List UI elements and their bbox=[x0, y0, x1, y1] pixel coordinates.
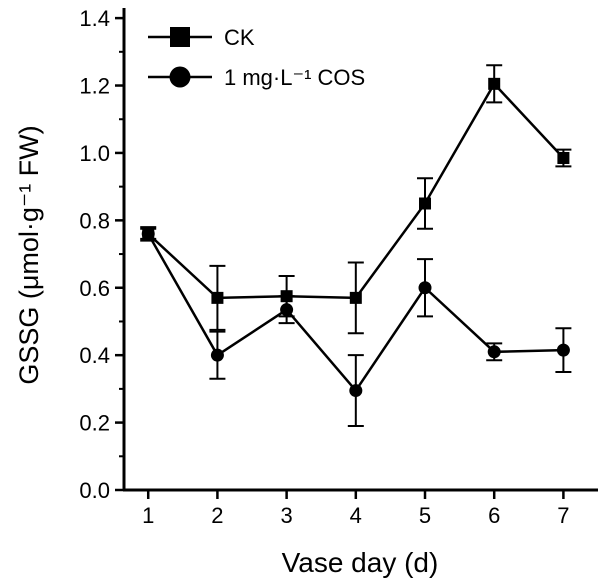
legend-label: CK bbox=[224, 25, 255, 50]
marks bbox=[140, 64, 572, 427]
y-tick-label: 0.6 bbox=[79, 276, 110, 301]
square-marker bbox=[419, 197, 432, 210]
circle-marker bbox=[210, 348, 224, 362]
series-ck bbox=[140, 64, 572, 335]
y-tick-label: 0.4 bbox=[79, 343, 110, 368]
circle-marker bbox=[418, 281, 432, 295]
x-tick-label: 7 bbox=[557, 503, 569, 528]
axes: 0.0 0.2 0.4 0.6 0.8 1.0 1.2 1.4 1 2 3 4 5 6 7 bbox=[79, 6, 598, 528]
x-tick-label: 2 bbox=[211, 503, 223, 528]
circle-marker bbox=[349, 384, 363, 398]
circle-marker bbox=[556, 343, 570, 357]
x-tick-label: 1 bbox=[142, 503, 154, 528]
square-marker bbox=[557, 151, 570, 164]
circle-marker bbox=[487, 345, 501, 359]
circle-marker bbox=[280, 303, 294, 317]
square-marker bbox=[211, 291, 224, 304]
y-tick-label: 1.0 bbox=[79, 141, 110, 166]
x-axis-label: Vase day (d) bbox=[282, 547, 439, 578]
square-marker bbox=[488, 77, 501, 90]
square-marker bbox=[170, 27, 190, 47]
y-tick-label: 0.2 bbox=[79, 411, 110, 436]
x-tick-label: 4 bbox=[350, 503, 362, 528]
x-tick-label: 3 bbox=[280, 503, 292, 528]
square-marker bbox=[349, 291, 362, 304]
y-tick-label: 1.2 bbox=[79, 74, 110, 99]
legend-label: 1 mg·L⁻¹ COS bbox=[224, 65, 365, 90]
x-tick-label: 5 bbox=[419, 503, 431, 528]
series-cos bbox=[140, 227, 572, 427]
y-tick-label: 1.4 bbox=[79, 6, 110, 31]
y-tick-label: 0.0 bbox=[79, 478, 110, 503]
legend: CK 1 mg·L⁻¹ COS bbox=[148, 25, 365, 90]
circle-marker bbox=[169, 66, 191, 88]
x-tick-label: 6 bbox=[488, 503, 500, 528]
circle-marker bbox=[141, 227, 155, 241]
y-tick-label: 0.8 bbox=[79, 208, 110, 233]
y-axis-label: GSSG (μmol·g⁻¹ FW) bbox=[14, 125, 44, 384]
